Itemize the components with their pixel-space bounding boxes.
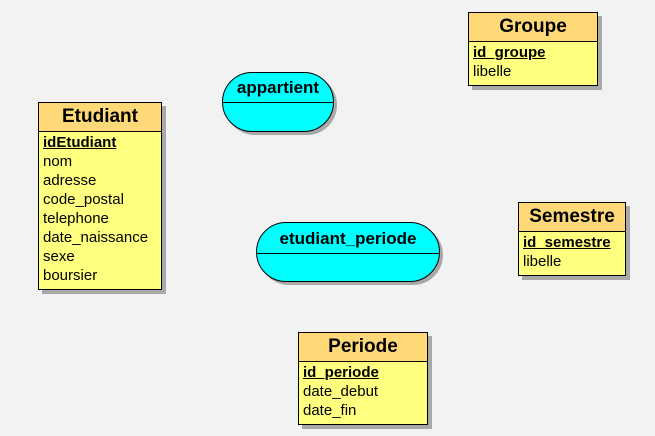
entity-attributes: id_periode date_debut date_fin <box>299 362 427 420</box>
primary-key-attribute: id_groupe <box>473 44 546 61</box>
entity-groupe[interactable]: Groupe id_groupe libelle <box>468 12 598 86</box>
entity-attributes: idEtudiant nom adresse code_postal telep… <box>39 132 161 285</box>
attribute: libelle <box>523 253 562 270</box>
entity-attributes: id_semestre libelle <box>519 232 625 271</box>
attribute: nom <box>43 153 73 170</box>
entity-title: Semestre <box>519 203 625 232</box>
entity-title: Periode <box>299 333 427 362</box>
attribute: libelle <box>473 63 512 80</box>
attribute: date_naissance <box>43 229 149 246</box>
primary-key-attribute: id_periode <box>303 364 379 381</box>
relation-title: appartient <box>223 73 333 103</box>
entity-etudiant[interactable]: Etudiant idEtudiant nom adresse code_pos… <box>38 102 162 290</box>
entity-semestre[interactable]: Semestre id_semestre libelle <box>518 202 626 276</box>
attribute: code_postal <box>43 191 124 208</box>
entity-periode[interactable]: Periode id_periode date_debut date_fin <box>298 332 428 425</box>
attribute: date_fin <box>303 402 357 419</box>
attribute: telephone <box>43 210 109 227</box>
entity-attributes: id_groupe libelle <box>469 42 597 81</box>
primary-key-attribute: id_semestre <box>523 234 611 251</box>
relation-etudiant-periode[interactable]: etudiant_periode <box>256 222 440 282</box>
attribute: adresse <box>43 172 97 189</box>
attribute: sexe <box>43 248 75 265</box>
relation-title: etudiant_periode <box>257 223 439 254</box>
attribute: date_debut <box>303 383 379 400</box>
entity-title: Etudiant <box>39 103 161 132</box>
primary-key-attribute: idEtudiant <box>43 134 117 151</box>
attribute: boursier <box>43 267 98 284</box>
entity-title: Groupe <box>469 13 597 42</box>
relation-appartient[interactable]: appartient <box>222 72 334 132</box>
